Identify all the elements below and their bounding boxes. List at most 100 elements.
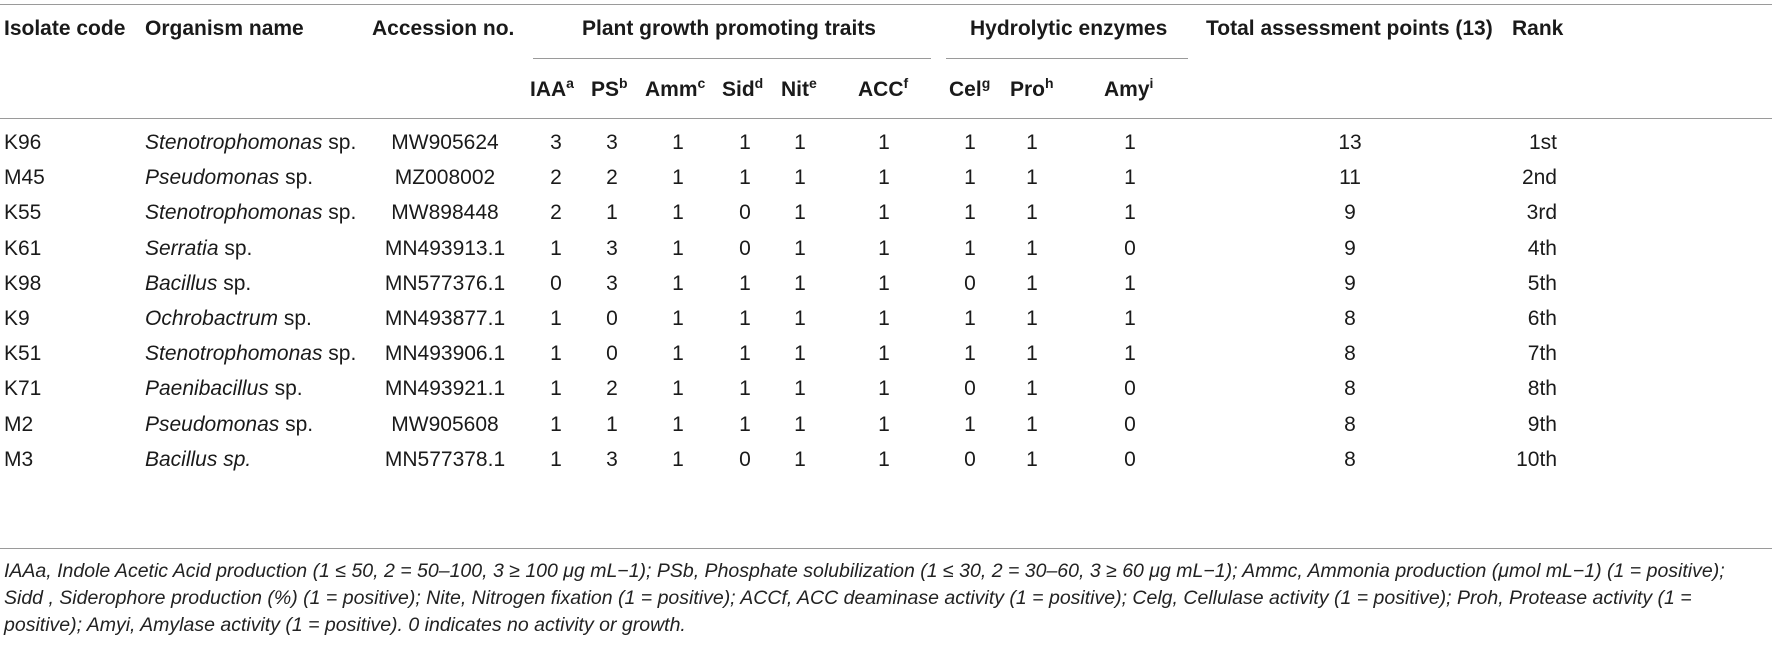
trait-value-cell: 1 <box>739 412 751 436</box>
trait-value-cell: 1 <box>739 377 751 401</box>
isolate-code-cell: K71 <box>4 377 42 401</box>
header-rank: Rank <box>1512 17 1564 40</box>
trait-value-cell: 1 <box>794 131 806 154</box>
subheader-iaa: IAAa <box>530 75 574 103</box>
trait-value-cell: 1 <box>739 342 751 366</box>
trait-value-cell: 1 <box>672 131 684 154</box>
subheader-label: Cel <box>949 78 982 101</box>
rank-cell: 4th <box>1527 236 1557 260</box>
organism-suffix: sp. <box>218 236 253 260</box>
trait-value-cell: 3 <box>550 131 562 154</box>
subheader-superscript: a <box>566 75 574 91</box>
organism-suffix: sp. <box>322 201 357 225</box>
organism-suffix: sp. <box>322 131 357 154</box>
subheader-acc: ACCf <box>858 75 908 103</box>
trait-value-cell: 2 <box>550 201 562 225</box>
trait-value-cell: 0 <box>606 342 618 366</box>
trait-value-cell: 1 <box>550 236 562 260</box>
trait-value-cell: 1 <box>1026 447 1038 471</box>
total-points-cell: 11 <box>1339 166 1361 190</box>
trait-value-cell: 1 <box>550 307 562 330</box>
organism-genus: Serratia <box>145 236 219 260</box>
pgp-group-rule <box>533 58 931 59</box>
organism-suffix: sp. <box>279 412 314 436</box>
trait-value-cell: 1 <box>1026 236 1038 260</box>
table-row: K96 Stenotrophomonas sp. MW905624 3 3 1 1 1 1 1 1 1… <box>0 125 1772 160</box>
organism-genus: Pseudomonas <box>145 166 280 190</box>
accession-cell: MZ008002 <box>394 166 496 190</box>
trait-value-cell: 1 <box>550 412 562 436</box>
trait-value-cell: 0 <box>550 271 562 295</box>
trait-value-cell: 1 <box>878 342 890 366</box>
rank-cell: 10th <box>1516 447 1557 471</box>
trait-value-cell: 1 <box>672 447 684 471</box>
bottom-rule <box>0 548 1772 549</box>
subheader-label: PS <box>591 78 620 101</box>
trait-value-cell: 1 <box>1124 166 1136 190</box>
trait-value-cell: 0 <box>1124 236 1136 260</box>
subheader-superscript: c <box>697 75 706 91</box>
total-points-cell: 9 <box>1344 236 1356 260</box>
organism-name-cell: Serratia sp. <box>145 237 252 261</box>
trait-value-cell: 0 <box>1124 412 1136 436</box>
trait-value-cell: 1 <box>739 271 751 295</box>
trait-value-cell: 1 <box>878 236 890 260</box>
total-points-cell: 8 <box>1344 307 1356 330</box>
trait-value-cell: 1 <box>964 236 976 260</box>
subheader-superscript: e <box>809 75 817 91</box>
trait-value-cell: 0 <box>739 447 751 471</box>
organism-genus: Stenotrophomonas <box>145 131 323 154</box>
isolate-code-cell: K9 <box>4 307 30 330</box>
total-points-cell: 8 <box>1344 447 1356 471</box>
trait-value-cell: 1 <box>794 166 806 190</box>
trait-value-cell: 0 <box>964 271 976 295</box>
isolate-code-cell: M45 <box>4 166 45 190</box>
header-total-points: Total assessment points (13) <box>1206 17 1493 40</box>
trait-value-cell: 1 <box>878 412 890 436</box>
rank-cell: 2nd <box>1521 166 1557 190</box>
total-points-cell: 8 <box>1344 377 1356 401</box>
trait-value-cell: 1 <box>672 201 684 225</box>
trait-value-cell: 1 <box>550 342 562 366</box>
table-row: M45 Pseudomonas sp. MZ008002 2 2 1 1 1 1 1 1 1 11 2nd <box>0 160 1772 195</box>
trait-value-cell: 0 <box>964 377 976 401</box>
rank-cell: 7th <box>1527 342 1557 366</box>
trait-value-cell: 0 <box>1124 447 1136 471</box>
table-row: M2 Pseudomonas sp. MW905608 1 1 1 1 1 1 1 1 0 8 9th <box>0 407 1772 442</box>
trait-value-cell: 1 <box>739 131 751 154</box>
isolate-code-cell: M3 <box>4 447 34 471</box>
header-isolate-code: Isolate code <box>4 17 126 40</box>
organism-name-cell: Ochrobactrum sp. <box>145 307 312 331</box>
trait-value-cell: 1 <box>964 307 976 330</box>
trait-value-cell: 1 <box>550 377 562 401</box>
footnote-text: IAAa, Indole Acetic Acid production (1 ≤… <box>4 560 1725 636</box>
trait-value-cell: 1 <box>672 307 684 330</box>
subheader-amm: Ammc <box>645 75 706 103</box>
trait-value-cell: 1 <box>1124 201 1136 225</box>
trait-value-cell: 1 <box>878 166 890 190</box>
trait-value-cell: 1 <box>878 447 890 471</box>
trait-value-cell: 1 <box>672 166 684 190</box>
trait-value-cell: 1 <box>878 131 890 154</box>
trait-value-cell: 1 <box>794 307 806 330</box>
accession-cell: MN493921.1 <box>384 377 506 401</box>
organism-genus: Stenotrophomonas <box>145 342 323 366</box>
isolate-code-cell: K96 <box>4 131 42 154</box>
trait-value-cell: 1 <box>1124 342 1136 366</box>
header-bottom-rule <box>0 118 1772 119</box>
subheader-superscript: h <box>1045 75 1054 91</box>
trait-value-cell: 0 <box>739 201 751 225</box>
trait-value-cell: 1 <box>794 271 806 295</box>
organism-suffix: sp. <box>279 166 314 190</box>
rank-cell: 1st <box>1528 131 1557 154</box>
trait-value-cell: 1 <box>739 307 751 330</box>
trait-value-cell: 1 <box>794 236 806 260</box>
trait-value-cell: 1 <box>672 236 684 260</box>
organism-genus: Bacillus <box>145 271 218 295</box>
trait-value-cell: 1 <box>606 201 618 225</box>
total-points-cell: 9 <box>1344 271 1356 295</box>
organism-genus: Bacillus sp. <box>145 447 252 471</box>
trait-value-cell: 1 <box>1124 307 1136 330</box>
rank-cell: 3rd <box>1526 201 1557 225</box>
accession-cell: MW898448 <box>391 201 499 225</box>
